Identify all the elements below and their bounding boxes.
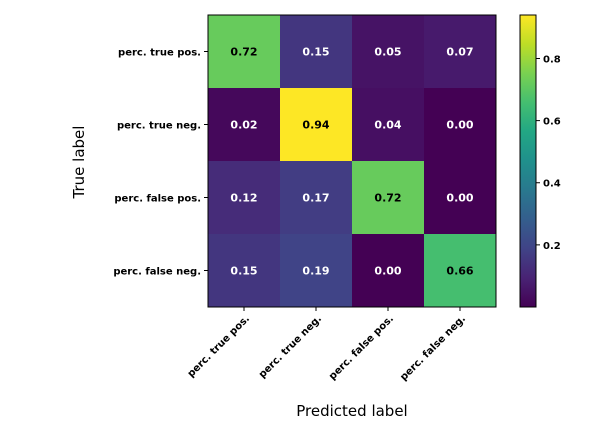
colorbar-tick-label: 0.8 xyxy=(543,54,561,65)
colorbar-tick-label: 0.6 xyxy=(543,117,561,128)
heatmap-cell xyxy=(280,161,353,235)
cell-value-label: 0.94 xyxy=(302,119,329,132)
heatmap-cell xyxy=(280,88,353,162)
heatmap-cells: 0.72 0.15 0.05 0.07 0.02 0.94 0.04 0.00 0.12 0.17… xyxy=(208,15,497,308)
heatmap-cell xyxy=(208,15,281,89)
colorbar xyxy=(519,14,537,308)
cell-value-label: 0.66 xyxy=(446,265,473,278)
x-tick-label: perc. true pos. xyxy=(186,313,252,379)
cell-value-label: 0.00 xyxy=(446,192,473,205)
cell-value-label: 0.15 xyxy=(230,265,257,278)
cell-value-label: 0.15 xyxy=(302,46,329,59)
heatmap-cell xyxy=(424,15,497,89)
y-tick-label: perc. true neg. xyxy=(117,121,201,132)
cell-value-label: 0.12 xyxy=(230,192,257,205)
cell-value-label: 0.07 xyxy=(446,46,473,59)
y-tick-labels: perc. true pos. perc. true neg. perc. fals… xyxy=(113,48,208,278)
y-tick-label: perc. false neg. xyxy=(113,267,201,278)
heatmap-cell xyxy=(352,88,425,162)
heatmap-cell xyxy=(208,234,281,308)
x-tick-label: perc. true neg. xyxy=(257,313,324,380)
x-tick-labels: perc. true pos. perc. true neg. perc. fals… xyxy=(186,307,468,383)
heatmap-cell xyxy=(280,234,353,308)
y-tick-label: perc. false pos. xyxy=(114,194,201,205)
cell-value-label: 0.02 xyxy=(230,119,257,132)
colorbar-ticks: 0.8 0.6 0.4 0.2 xyxy=(536,54,561,252)
cell-value-label: 0.19 xyxy=(302,265,329,278)
y-axis-label: True label xyxy=(70,126,88,200)
heatmap-cell xyxy=(352,234,425,308)
cell-value-label: 0.72 xyxy=(230,46,257,59)
heatmap-cell xyxy=(352,161,425,235)
cell-value-label: 0.04 xyxy=(374,119,401,132)
heatmap-cell xyxy=(208,161,281,235)
heatmap-cell xyxy=(352,15,425,89)
heatmap-cell xyxy=(280,15,353,89)
heatmap-cell xyxy=(424,234,497,308)
cell-value-label: 0.00 xyxy=(374,265,401,278)
x-tick-label: perc. false pos. xyxy=(327,313,396,382)
cell-value-label: 0.17 xyxy=(302,192,329,205)
heatmap-frame xyxy=(207,14,497,308)
colorbar-tick-label: 0.4 xyxy=(543,179,561,190)
cell-value-label: 0.00 xyxy=(446,119,473,132)
heatmap-cell xyxy=(424,88,497,162)
colorbar-tick-label: 0.2 xyxy=(543,241,561,252)
x-tick-label: perc. false neg. xyxy=(398,313,468,383)
x-axis-label: Predicted label xyxy=(296,402,407,420)
heatmap-cell xyxy=(208,88,281,162)
y-tick-label: perc. true pos. xyxy=(118,48,201,59)
cell-value-label: 0.05 xyxy=(374,46,401,59)
heatmap-cell xyxy=(424,161,497,235)
cell-value-label: 0.72 xyxy=(374,192,401,205)
